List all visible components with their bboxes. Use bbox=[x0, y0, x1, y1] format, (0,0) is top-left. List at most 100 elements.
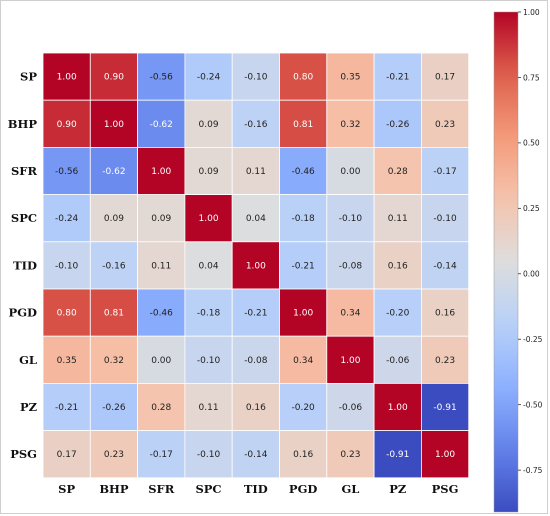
row-label-tid: TID bbox=[13, 258, 37, 272]
cell-value-label: -0.17 bbox=[433, 167, 456, 177]
row-tick-labels: SP BHP SFR SPC TID PGD GL PZ PSG bbox=[8, 70, 38, 462]
cell-value-label: 0.81 bbox=[293, 120, 313, 130]
colorbar-tick-label: 1.00 bbox=[523, 8, 540, 17]
heatmap-cells: 1.00 0.90 -0.56 -0.24 -0.10 0.80 0.35 -0.21 0.17… bbox=[42, 52, 470, 479]
cell-value-label: 0.00 bbox=[340, 167, 360, 177]
cell-value-label: 0.32 bbox=[340, 120, 360, 130]
cell-value-label: 0.16 bbox=[435, 309, 455, 319]
cell-value-label: -0.21 bbox=[244, 309, 267, 319]
cell-value-label: -0.91 bbox=[433, 403, 456, 413]
heatmap-cell-sfr-tid bbox=[231, 146, 280, 195]
heatmap-cell-sfr-spc bbox=[184, 146, 233, 195]
heatmap-cell-bhp-bhp bbox=[89, 99, 139, 148]
cell-value-label: -0.46 bbox=[150, 309, 174, 319]
cell-value-label: 0.09 bbox=[199, 120, 219, 130]
cell-value-label: 0.23 bbox=[435, 120, 455, 130]
cell-value-label: -0.21 bbox=[292, 261, 315, 271]
colorbar-tick-label: -0.50 bbox=[523, 400, 543, 409]
cell-value-label: 1.00 bbox=[246, 261, 266, 271]
column-label-sp: SP bbox=[58, 482, 75, 496]
cell-value-label: 0.90 bbox=[104, 73, 124, 83]
row-label-gl: GL bbox=[19, 353, 37, 367]
cell-value-label: 1.00 bbox=[57, 73, 77, 83]
column-label-pgd: PGD bbox=[289, 482, 317, 496]
cell-value-label: -0.14 bbox=[433, 261, 457, 271]
column-label-gl: GL bbox=[341, 482, 359, 496]
heatmap-cell-psg-pz bbox=[373, 430, 422, 479]
cell-value-label: 0.23 bbox=[340, 450, 360, 460]
heatmap-cell-spc-bhp bbox=[89, 194, 139, 243]
cell-value-label: -0.16 bbox=[244, 120, 268, 130]
heatmap-cell-spc-psg bbox=[420, 194, 470, 243]
cell-value-label: 1.00 bbox=[151, 167, 171, 177]
column-label-bhp: BHP bbox=[99, 482, 129, 496]
cell-value-label: 0.16 bbox=[293, 450, 313, 460]
heatmap-cell-pgd-pz bbox=[373, 288, 422, 337]
cell-value-label: -0.21 bbox=[386, 73, 409, 83]
heatmap-cell-spc-pz bbox=[373, 194, 422, 243]
cell-value-label: 1.00 bbox=[104, 120, 124, 130]
heatmap-cell-psg-pgd bbox=[279, 430, 328, 479]
colorbar-tick-label: -0.25 bbox=[523, 335, 543, 344]
column-label-tid: TID bbox=[244, 482, 268, 496]
heatmap-cell-psg-psg bbox=[420, 430, 470, 479]
cell-value-label: -0.18 bbox=[292, 214, 316, 224]
cell-value-label: -0.10 bbox=[244, 73, 268, 83]
cell-value-label: -0.10 bbox=[433, 214, 457, 224]
cell-value-label: 0.04 bbox=[199, 261, 219, 271]
cell-value-label: 0.17 bbox=[57, 450, 77, 460]
cell-value-label: -0.10 bbox=[197, 450, 221, 460]
row-label-psg: PSG bbox=[10, 447, 37, 461]
cell-value-label: -0.20 bbox=[386, 309, 410, 319]
colorbar-tick-label: 0.75 bbox=[523, 73, 540, 82]
heatmap-cell-pz-bhp bbox=[89, 382, 139, 431]
cell-value-label: -0.24 bbox=[55, 214, 79, 224]
cell-value-label: 0.32 bbox=[104, 356, 124, 366]
cell-value-label: -0.10 bbox=[197, 356, 221, 366]
cell-value-label: 0.04 bbox=[246, 214, 266, 224]
cell-value-label: -0.91 bbox=[386, 450, 409, 460]
cell-value-label: -0.62 bbox=[102, 167, 125, 177]
cell-value-label: -0.26 bbox=[386, 120, 410, 130]
cell-value-label: 1.00 bbox=[388, 403, 408, 413]
cell-value-label: -0.14 bbox=[244, 450, 268, 460]
heatmap-cell-pgd-psg bbox=[420, 288, 470, 337]
cell-value-label: 0.09 bbox=[199, 167, 219, 177]
cell-value-label: 0.11 bbox=[151, 261, 171, 271]
row-label-pz: PZ bbox=[20, 400, 37, 414]
cell-value-label: 0.34 bbox=[293, 356, 313, 366]
cell-value-label: -0.17 bbox=[150, 450, 173, 460]
cell-value-label: 0.81 bbox=[104, 309, 124, 319]
heatmap-cell-tid-spc bbox=[184, 241, 233, 290]
heatmap-cell-bhp-gl bbox=[326, 99, 375, 148]
cell-value-label: -0.10 bbox=[55, 261, 79, 271]
heatmap-cell-pgd-sp bbox=[42, 288, 91, 337]
cell-value-label: 0.35 bbox=[57, 356, 77, 366]
heatmap-cell-tid-pgd bbox=[279, 241, 328, 290]
cell-value-label: 0.34 bbox=[340, 309, 360, 319]
heatmap-cell-tid-sfr bbox=[137, 241, 186, 290]
row-label-sfr: SFR bbox=[11, 164, 37, 178]
heatmap-cell-psg-tid bbox=[231, 430, 280, 479]
colorbar-tick-label: 0.00 bbox=[523, 270, 540, 279]
heatmap-cell-pz-spc bbox=[184, 382, 233, 431]
cell-value-label: 0.11 bbox=[388, 214, 408, 224]
cell-value-label: -0.46 bbox=[292, 167, 316, 177]
cell-value-label: -0.08 bbox=[244, 356, 268, 366]
cell-value-label: 0.00 bbox=[151, 356, 171, 366]
heatmap-cell-bhp-spc bbox=[184, 99, 233, 148]
column-label-sfr: SFR bbox=[148, 482, 174, 496]
heatmap-cell-psg-spc bbox=[184, 430, 233, 479]
column-label-psg: PSG bbox=[432, 482, 459, 496]
cell-value-label: -0.62 bbox=[150, 120, 173, 130]
heatmap-cell-gl-sfr bbox=[137, 335, 186, 384]
heatmap-cell-spc-tid bbox=[231, 194, 280, 243]
heatmap-cell-sfr-bhp bbox=[89, 146, 139, 195]
heatmap-cell-bhp-pz bbox=[373, 99, 422, 148]
cell-value-label: 0.23 bbox=[435, 356, 455, 366]
heatmap-cell-bhp-psg bbox=[420, 99, 470, 148]
heatmap-cell-sp-bhp bbox=[89, 52, 139, 101]
colorbar: 1.00 0.75 0.50 0.25 0.00 -0.25 -0.50 -0.75 bbox=[493, 8, 543, 513]
cell-value-label: -0.56 bbox=[150, 73, 174, 83]
cell-value-label: 1.00 bbox=[293, 309, 313, 319]
